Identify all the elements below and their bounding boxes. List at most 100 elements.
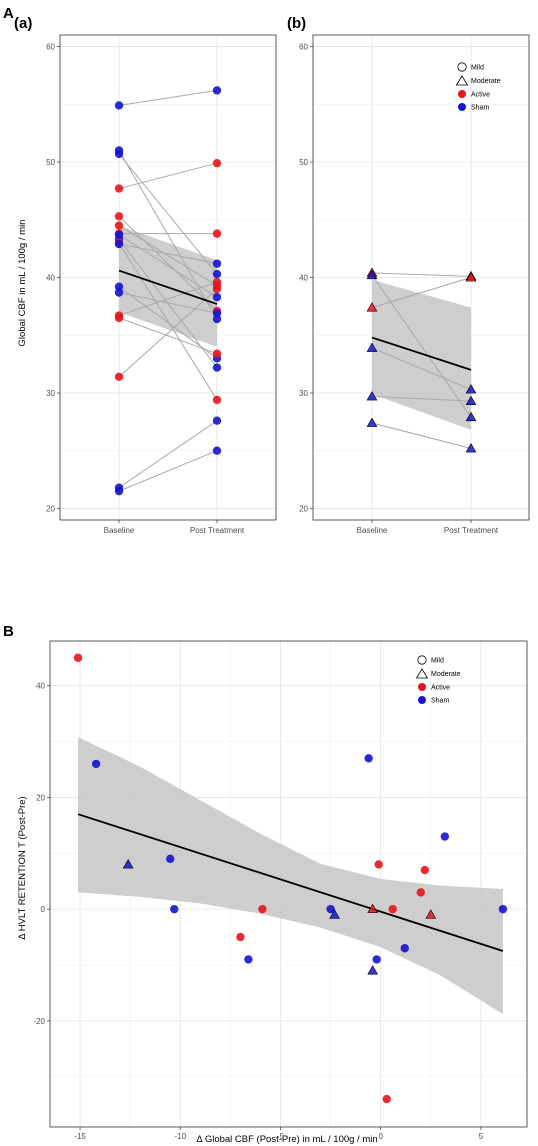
pair-segment bbox=[118, 317, 218, 355]
baseline-point bbox=[366, 302, 378, 312]
scatter-point bbox=[73, 653, 83, 662]
legend-active-label: Active bbox=[471, 92, 490, 99]
y-tick-label: 40 bbox=[299, 274, 308, 283]
scatter-point bbox=[122, 859, 134, 869]
post-treatment-point bbox=[465, 442, 477, 453]
panel-b: 20 30 40 50 60 Baseline Post Treatment Mild Mode… bbox=[299, 34, 530, 535]
post-treatment-point bbox=[212, 259, 222, 268]
post-treatment-point bbox=[212, 284, 222, 294]
scatter-point bbox=[367, 965, 379, 975]
y-tick-label: 0 bbox=[41, 905, 46, 914]
panel-label-A: A bbox=[3, 5, 14, 22]
baseline-point bbox=[114, 239, 124, 249]
post-treatment-point bbox=[212, 349, 222, 358]
legend-mild-label: Mild bbox=[471, 65, 484, 72]
legend-sham-icon bbox=[418, 696, 426, 704]
scatter-point bbox=[400, 944, 409, 953]
post-treatment-point bbox=[465, 384, 477, 394]
panel-a: 20 30 40 50 60 Baseline Post Treatment bbox=[46, 34, 277, 535]
legend-moderate-label: Moderate bbox=[431, 671, 461, 678]
scatter-point bbox=[374, 860, 383, 869]
baseline-point bbox=[366, 391, 378, 401]
pair-segment bbox=[118, 242, 218, 401]
confidence-band bbox=[119, 225, 217, 347]
scatter-point bbox=[364, 754, 373, 763]
y-tick-label: 30 bbox=[46, 389, 55, 398]
baseline-point bbox=[114, 282, 124, 291]
y-axis-title-a: Global CBF in mL / 100g / min bbox=[17, 220, 28, 347]
post-treatment-point bbox=[465, 272, 477, 282]
pair-segment bbox=[118, 234, 218, 298]
regression-line bbox=[77, 813, 504, 952]
baseline-point bbox=[366, 417, 378, 427]
pair-segment bbox=[371, 274, 472, 418]
confidence-band bbox=[78, 737, 503, 1015]
pair-segment bbox=[371, 422, 472, 449]
y-tick-label: 20 bbox=[36, 793, 45, 802]
post-treatment-point bbox=[212, 292, 222, 302]
subpanel-label-b: (b) bbox=[287, 15, 306, 32]
pair-segment bbox=[118, 150, 218, 320]
scatter-point bbox=[91, 759, 101, 769]
pair-segment bbox=[118, 288, 218, 378]
post-treatment-point bbox=[212, 395, 222, 405]
pair-segment bbox=[118, 162, 218, 190]
scatter-point bbox=[382, 1094, 391, 1104]
baseline-point bbox=[114, 101, 124, 110]
subpanel-label-a: (a) bbox=[14, 15, 32, 32]
regression-line bbox=[118, 269, 218, 305]
legend-sham-label: Sham bbox=[471, 105, 489, 112]
post-treatment-point bbox=[212, 229, 222, 238]
pair-segment bbox=[118, 225, 218, 287]
pair-segment bbox=[371, 347, 472, 390]
scatter-point bbox=[372, 955, 381, 964]
post-treatment-point bbox=[212, 416, 222, 425]
x-tick-label: -10 bbox=[174, 1132, 186, 1141]
scatter-point bbox=[425, 909, 437, 919]
x-tick-label: 0 bbox=[378, 1132, 383, 1141]
scatter-point bbox=[170, 904, 179, 914]
y-tick-label: -20 bbox=[33, 1017, 45, 1026]
regression-line bbox=[371, 336, 472, 371]
panel-label-B: B bbox=[3, 623, 14, 640]
y-tick-label: 30 bbox=[299, 389, 308, 398]
pair-segment bbox=[371, 277, 472, 309]
pair-segment bbox=[118, 292, 218, 314]
scatter-point bbox=[258, 904, 267, 914]
legend-active-label: Active bbox=[431, 685, 450, 692]
baseline-point bbox=[114, 288, 124, 297]
baseline-point bbox=[114, 212, 124, 221]
post-treatment-point bbox=[212, 269, 222, 279]
y-tick-label: 50 bbox=[46, 158, 55, 167]
legend-active-icon bbox=[458, 90, 466, 98]
legend-moderate-label: Moderate bbox=[471, 78, 501, 85]
scatter-point bbox=[416, 888, 425, 897]
baseline-point bbox=[366, 269, 378, 280]
post-treatment-point bbox=[212, 363, 222, 372]
scatter-point bbox=[388, 904, 397, 914]
pair-segment bbox=[118, 89, 218, 106]
pair-segment bbox=[118, 450, 218, 492]
scatter-point bbox=[367, 903, 379, 914]
y-tick-label: 20 bbox=[299, 504, 308, 513]
x-tick-label: Baseline bbox=[357, 526, 388, 535]
x-tick-label: Post Treatment bbox=[444, 526, 499, 535]
panel-B: -20 0 20 40 -15 -10 -5 0 5 Mild Moderate Active Sham bbox=[33, 640, 528, 1141]
baseline-point bbox=[114, 184, 124, 193]
post-treatment-point bbox=[212, 158, 222, 168]
post-treatment-point bbox=[212, 277, 222, 287]
scatter-point bbox=[440, 832, 450, 841]
legend-mild-icon bbox=[457, 62, 467, 72]
x-tick-label: Baseline bbox=[104, 526, 135, 535]
baseline-point bbox=[114, 486, 124, 496]
pair-segment bbox=[371, 395, 472, 402]
x-axis-title-B: Δ Global CBF (Post-Pre) in mL / 100g / m… bbox=[196, 1134, 377, 1145]
baseline-point bbox=[366, 342, 378, 352]
scatter-point bbox=[326, 904, 335, 914]
baseline-point bbox=[114, 221, 124, 230]
post-treatment-point bbox=[212, 314, 222, 324]
x-tick-label: -15 bbox=[74, 1132, 86, 1141]
legend-moderate-icon bbox=[415, 668, 429, 679]
legend-mild-icon bbox=[417, 655, 427, 665]
